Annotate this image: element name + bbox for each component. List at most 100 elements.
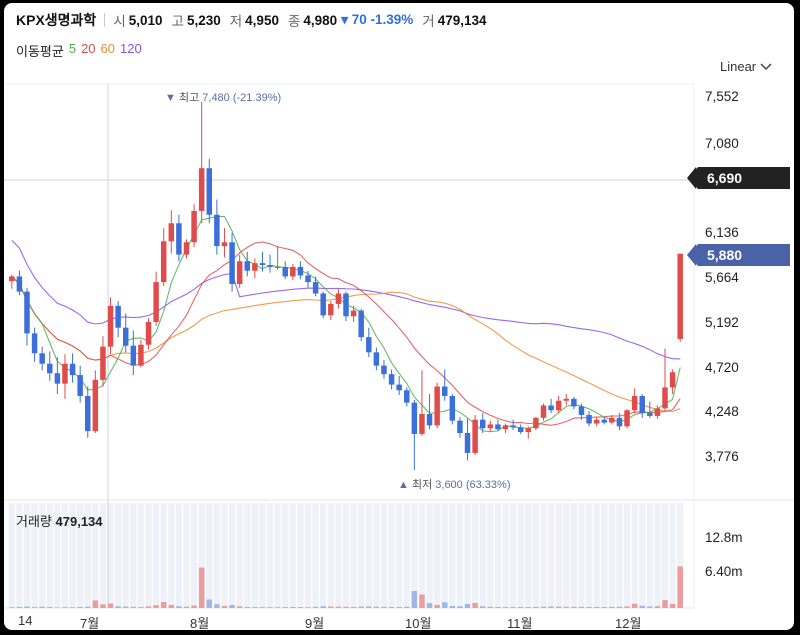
volume-grid-column [61,503,69,608]
candle-body [639,395,645,414]
candle-body [624,410,630,427]
price-tick: 3,776 [705,449,739,464]
candle-body [244,261,250,271]
volume-bar [593,607,600,608]
volume-bar [176,606,182,608]
volume-bar [138,607,144,608]
candle-body [677,253,683,340]
volume-bar [609,606,615,608]
volume-bar [54,607,61,608]
volume-bar [115,606,121,608]
volume-grid-column [646,503,654,608]
high-annotation: ▼ 최고 7,480 (-21.39%) [165,89,281,105]
volume-bar [47,607,53,608]
volume-grid-column [99,503,107,608]
x-tick: 11월 [507,616,533,630]
volume-bar [107,603,114,608]
volume-grid-column [213,503,221,608]
candle-body [647,413,653,416]
volume-grid-column [312,503,319,608]
volume-bar [100,604,106,608]
volume-bar [616,606,623,608]
volume-grid-column [259,503,266,608]
candle-body [335,293,342,304]
current-price-value: 5,880 [707,247,743,263]
low-label: 저 [229,14,243,29]
candle-body [548,405,554,411]
volume-grid-column [244,503,251,608]
volume-bar [517,607,524,608]
volume-grid-column [145,503,152,608]
volume-bar [669,603,676,608]
candle-body [495,424,501,430]
price-chart[interactable] [4,3,794,630]
volume-grid-column [631,503,638,608]
candle-body [153,282,159,322]
candle-body [411,402,418,434]
volume-bar [350,606,357,608]
candle-body [100,346,106,380]
candle-body [487,424,494,429]
volume-grid-column [365,503,372,608]
ma20-line [11,241,681,426]
moving-average-legend[interactable]: 이동평균 5 20 60 120 [16,41,142,60]
volume-legend: 거래량 479,134 [16,511,103,530]
volume-bar [548,606,554,608]
volume-grid-column [168,503,175,608]
candle-body [54,373,61,384]
candle-body [236,261,243,285]
volume-grid-column [350,503,357,608]
volume-bar [160,602,167,608]
candle-body [396,384,402,391]
open-value: 5,010 [128,12,163,28]
candle-body [510,425,516,428]
volume-bar [214,604,220,608]
volume-bar [16,606,23,608]
candle-body [191,210,197,243]
stock-name[interactable]: KPX생명과학 [16,12,97,28]
volume-bar [434,604,440,608]
volume-grid-column [16,503,23,608]
volume-bar [479,606,486,608]
candle-body [31,333,38,354]
volume-bar [472,602,478,608]
volume-grid-column [380,503,388,608]
volume-grid-column [206,503,213,608]
volume-bar [654,606,661,608]
volume-grid-column [130,503,137,608]
volume-grid-column [342,503,350,608]
x-tick: 14 [18,613,33,628]
volume-grid-column [304,503,312,608]
candle-body [388,374,395,385]
volume-bar [624,606,630,608]
scale-label: Linear [720,59,757,74]
volume-bar [24,606,30,608]
price-tick: 4,248 [705,404,739,419]
candle-body [654,408,661,416]
candle-body [320,293,326,316]
volume-grid-column [38,503,46,608]
volume-grid-column [585,503,593,608]
volume-grid-column [677,503,684,608]
volume-grid-column [471,503,479,608]
volume-grid-column [76,503,84,608]
volume-grid-column [358,503,365,608]
candle-body [290,266,296,277]
volume-grid-column [107,503,114,608]
volume-bar [578,606,585,608]
volume-grid-column [221,503,228,608]
scale-dropdown[interactable]: Linear [720,59,772,74]
volume-grid-column [639,503,646,608]
close-label: 종 [287,14,301,29]
volume-bar [130,606,137,608]
volume-bar [404,606,410,608]
volume-grid-column [661,503,669,608]
candle-body [381,365,387,375]
volume-bar [510,607,516,608]
volume-value: 479,134 [55,514,103,529]
volume-grid-column [160,503,167,608]
volume-grid-column [540,503,547,608]
volume-bar [168,604,175,608]
candle-body [115,305,121,328]
volume-grid-column [320,503,327,608]
